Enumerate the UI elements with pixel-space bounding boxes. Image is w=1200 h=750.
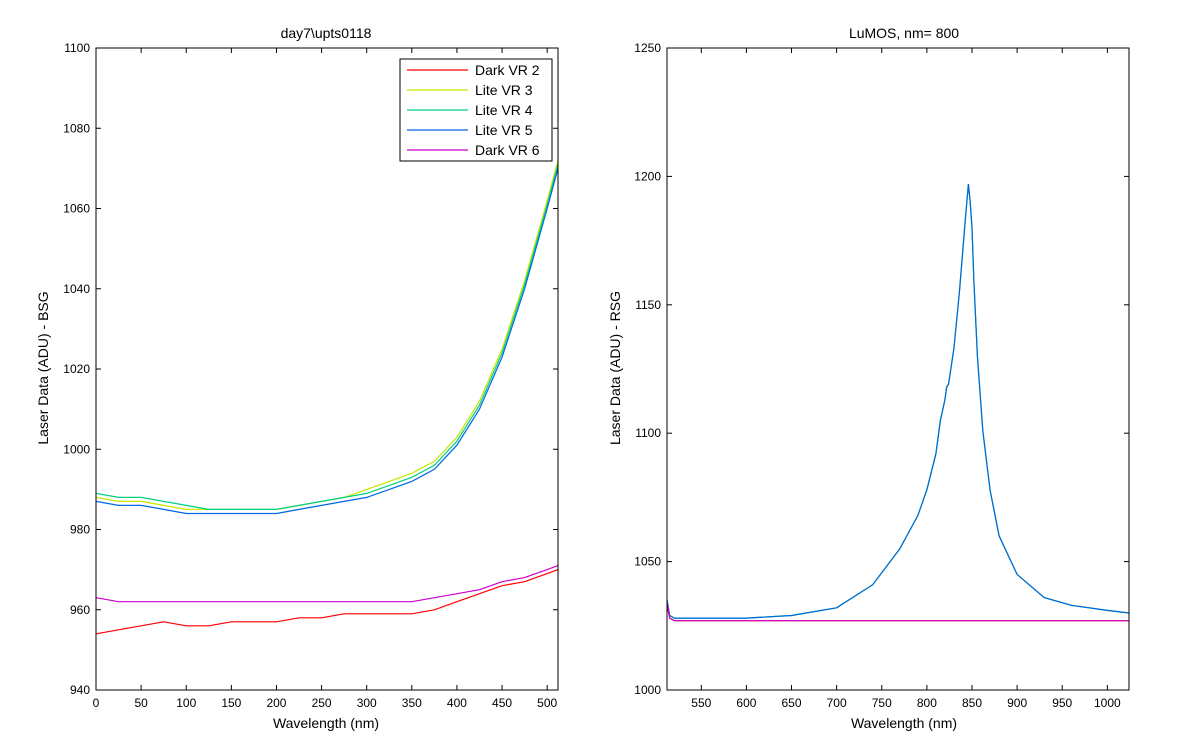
y-tick-label: 1060 bbox=[63, 202, 90, 216]
left-plot-ticks: 0 50 100 150 200 250 300 350 400 450 500 940 960 980 1… bbox=[63, 41, 558, 710]
y-tick-label: 1150 bbox=[635, 298, 661, 312]
legend-entry: Lite VR 3 bbox=[475, 82, 533, 98]
x-tick-label: 600 bbox=[736, 696, 756, 710]
y-tick-label: 1000 bbox=[63, 442, 90, 456]
x-tick-label: 150 bbox=[221, 696, 241, 710]
right-plot-ylabel: Laser Data (ADU) - RSG bbox=[607, 291, 623, 445]
left-plot-xlabel: Wavelength (nm) bbox=[273, 715, 379, 731]
series-line-dark-vr-6 bbox=[95, 565, 559, 603]
y-tick-label: 940 bbox=[70, 683, 90, 697]
x-tick-label: 250 bbox=[312, 696, 332, 710]
right-plot-title: LuMOS, nm= 800 bbox=[849, 25, 959, 41]
x-tick-label: 200 bbox=[266, 696, 286, 710]
series-line-series-5 bbox=[666, 602, 1129, 622]
right-plot-xlabel: Wavelength (nm) bbox=[851, 715, 957, 731]
left-plot: day7\upts0118 Wavelength (nm) Laser Data… bbox=[35, 25, 559, 731]
x-tick-label: 50 bbox=[134, 696, 148, 710]
y-tick-label: 1040 bbox=[63, 282, 90, 296]
x-tick-label: 800 bbox=[917, 696, 937, 710]
x-tick-label: 950 bbox=[1052, 696, 1072, 710]
y-tick-label: 1000 bbox=[634, 683, 661, 697]
x-tick-label: 850 bbox=[962, 696, 982, 710]
series-line-dark-vr-2 bbox=[95, 569, 559, 635]
y-tick-label: 1100 bbox=[635, 426, 661, 440]
left-plot-ylabel: Laser Data (ADU) - BSG bbox=[35, 291, 51, 444]
x-tick-label: 450 bbox=[492, 696, 512, 710]
series-line-series-2 bbox=[666, 184, 1130, 619]
x-tick-label: 0 bbox=[93, 696, 100, 710]
y-tick-label: 980 bbox=[70, 523, 90, 537]
x-tick-label: 100 bbox=[176, 696, 196, 710]
series-line-lite-vr-3 bbox=[95, 160, 559, 510]
right-plot-axes-box bbox=[666, 47, 1130, 691]
y-tick-label: 1050 bbox=[634, 555, 661, 569]
y-tick-label: 1200 bbox=[634, 169, 661, 183]
legend-entry: Dark VR 2 bbox=[475, 62, 540, 78]
x-tick-label: 1000 bbox=[1094, 696, 1121, 710]
x-tick-label: 400 bbox=[447, 696, 467, 710]
x-tick-label: 750 bbox=[872, 696, 892, 710]
legend-entry: Lite VR 4 bbox=[475, 102, 533, 118]
y-tick-label: 1100 bbox=[64, 41, 90, 55]
left-plot-series-group bbox=[95, 160, 559, 635]
legend-entry: Dark VR 6 bbox=[475, 142, 540, 158]
y-tick-label: 960 bbox=[70, 603, 90, 617]
y-tick-label: 1020 bbox=[63, 362, 90, 376]
x-tick-label: 350 bbox=[402, 696, 422, 710]
y-tick-label: 1250 bbox=[634, 41, 661, 55]
y-tick-label: 1080 bbox=[63, 121, 90, 135]
series-line-lite-vr-4 bbox=[95, 164, 559, 510]
x-tick-label: 900 bbox=[1007, 696, 1027, 710]
series-line-series-1 bbox=[666, 184, 1130, 619]
x-tick-label: 500 bbox=[537, 696, 557, 710]
right-plot: LuMOS, nm= 800 Wavelength (nm) Laser Dat… bbox=[607, 25, 1130, 731]
legend: Dark VR 2 Lite VR 3 Lite VR 4 Lite VR 5 Dark… bbox=[399, 58, 553, 162]
x-tick-label: 300 bbox=[357, 696, 377, 710]
x-tick-label: 650 bbox=[782, 696, 802, 710]
right-plot-ticks: 550 600 650 700 750 800 850 900 950 1000 1000 1050 1… bbox=[634, 41, 1129, 710]
left-plot-title: day7\upts0118 bbox=[281, 25, 372, 41]
series-line-lite-vr-5 bbox=[95, 168, 559, 515]
x-tick-label: 550 bbox=[691, 696, 711, 710]
legend-entry: Lite VR 5 bbox=[475, 122, 533, 138]
x-tick-label: 700 bbox=[827, 696, 847, 710]
right-plot-series-group bbox=[666, 184, 1130, 622]
series-line-series-3 bbox=[666, 184, 1130, 619]
